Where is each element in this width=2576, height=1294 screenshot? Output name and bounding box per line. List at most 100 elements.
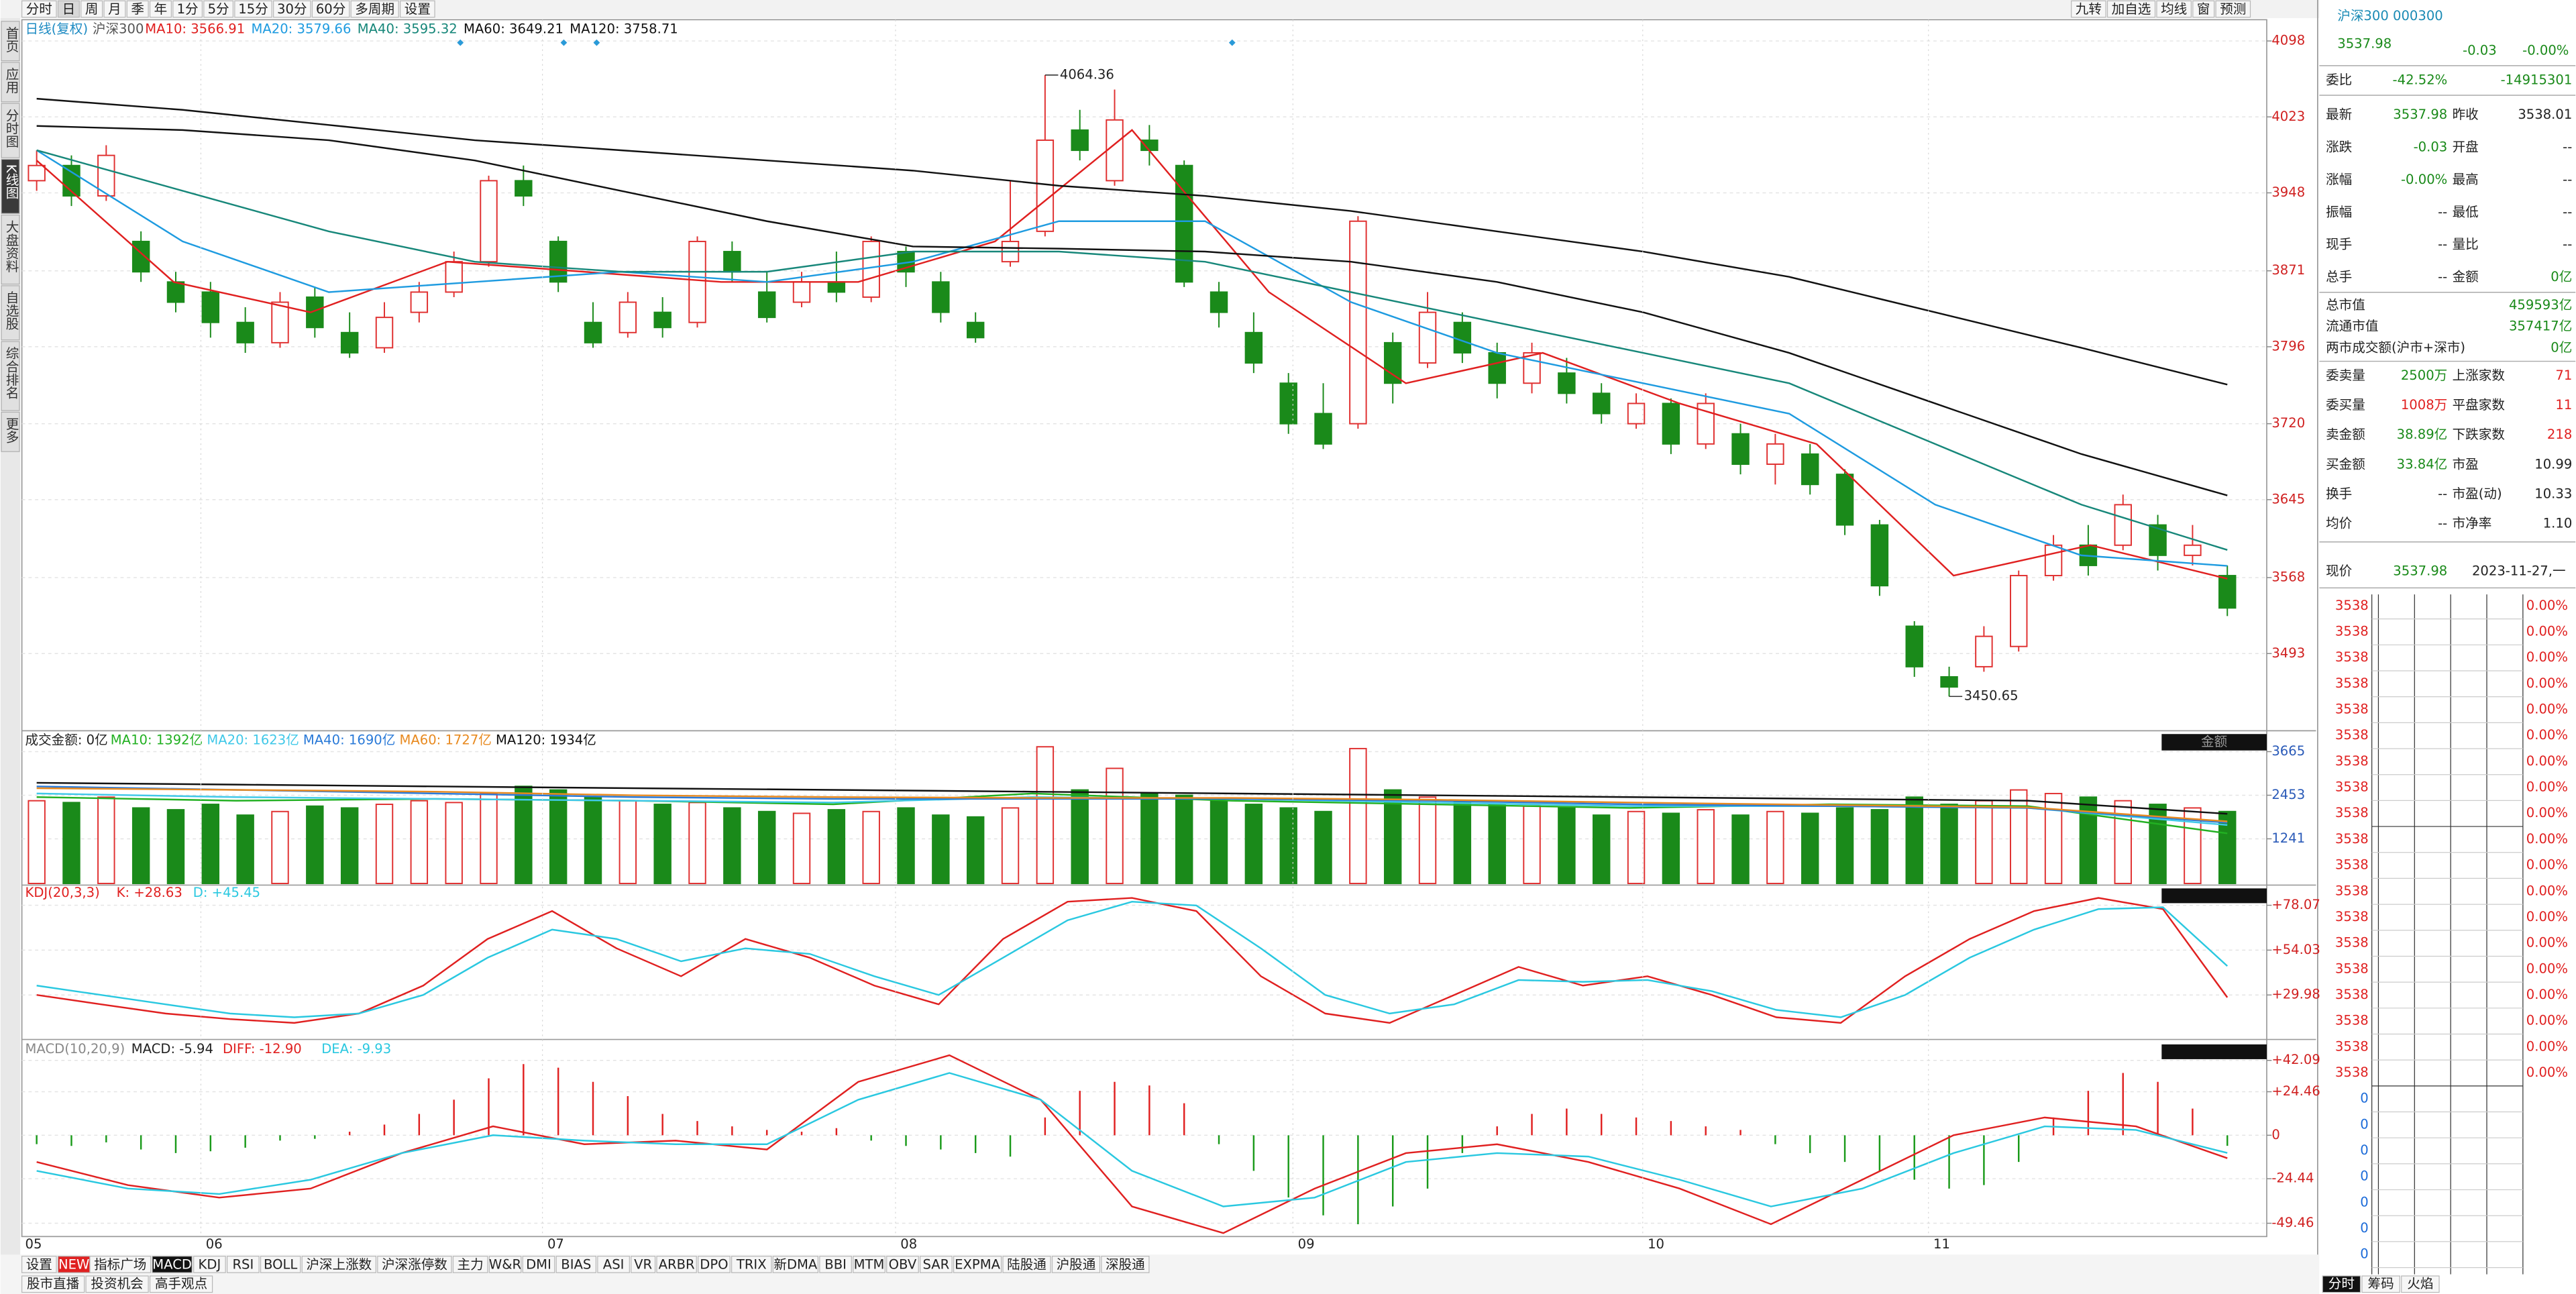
sidebar-tab[interactable] — [1, 341, 20, 411]
sidebar-tab[interactable] — [1, 62, 20, 103]
toolbar-button[interactable] — [149, 0, 172, 18]
sidebar-tab-label[interactable]: 分时图 — [3, 109, 19, 148]
toolbar-button-label[interactable]: 年 — [154, 1, 168, 17]
toolbar-button-label[interactable]: 均线 — [2161, 1, 2187, 17]
sidebar-tab-label[interactable]: 更多 — [3, 417, 19, 443]
indicator-tab[interactable] — [656, 1256, 697, 1273]
indicator-tab[interactable] — [488, 1256, 522, 1273]
indicator-tab-label[interactable]: 新DMA — [773, 1257, 818, 1273]
indicator-tab[interactable] — [819, 1256, 852, 1273]
link-tab[interactable] — [21, 1275, 85, 1293]
indicator-tab[interactable] — [631, 1256, 656, 1273]
indicator-tab[interactable] — [377, 1256, 452, 1273]
indicator-tab-label[interactable]: 沪深上涨数 — [306, 1257, 372, 1273]
indicator-tab-label[interactable]: ARBR — [659, 1257, 695, 1273]
toolbar-button-label[interactable]: 周 — [85, 1, 99, 17]
indicator-tab[interactable] — [920, 1256, 953, 1273]
toolbar-button[interactable] — [57, 0, 80, 18]
sidebar-tab[interactable] — [1, 158, 20, 214]
indicator-tab-label[interactable]: KDJ — [199, 1257, 221, 1273]
selector-box[interactable] — [2161, 734, 2267, 751]
link-tab[interactable] — [85, 1275, 149, 1293]
indicator-tab[interactable] — [555, 1256, 597, 1273]
indicator-tab[interactable] — [698, 1256, 731, 1273]
indicator-tab[interactable] — [886, 1256, 919, 1273]
indicator-tab-label[interactable]: 深股通 — [1106, 1257, 1145, 1273]
toolbar-button[interactable] — [2106, 0, 2156, 18]
sidebar-tab[interactable] — [1, 285, 20, 341]
panel-tab-label[interactable]: 筹码 — [2368, 1276, 2394, 1291]
sidebar-tab[interactable] — [1, 215, 20, 285]
selector-label[interactable]: 金额 — [2201, 734, 2228, 749]
indicator-tab-label[interactable]: BIAS — [561, 1257, 591, 1273]
indicator-tab[interactable] — [1051, 1256, 1101, 1273]
toolbar-button[interactable] — [2192, 0, 2215, 18]
indicator-tab-label[interactable]: BBI — [824, 1257, 847, 1273]
toolbar-button[interactable] — [2071, 0, 2106, 18]
panel-tab[interactable] — [2322, 1275, 2361, 1293]
indicator-tab-label[interactable]: DMI — [526, 1257, 551, 1273]
panel-tab-label[interactable]: 火焰 — [2407, 1276, 2433, 1291]
indicator-tab[interactable] — [1002, 1256, 1051, 1273]
toolbar-button[interactable] — [172, 0, 203, 18]
toolbar-button[interactable] — [311, 0, 350, 18]
indicator-tab[interactable] — [57, 1256, 91, 1273]
toolbar-button-label[interactable]: 1分 — [177, 1, 199, 17]
indicator-tab[interactable] — [1101, 1256, 1150, 1273]
indicator-tab-label[interactable]: TRIX — [736, 1257, 767, 1273]
indicator-tab[interactable] — [731, 1256, 772, 1273]
toolbar-button[interactable] — [400, 0, 435, 18]
toolbar-button-label[interactable]: 日 — [62, 1, 76, 17]
toolbar-button-label[interactable]: 30分 — [277, 1, 307, 17]
indicator-tab-label[interactable]: ASI — [603, 1257, 625, 1273]
sidebar-tab-label[interactable]: 应用 — [3, 67, 19, 93]
indicator-tab-label[interactable]: SAR — [923, 1257, 950, 1273]
link-tab-label[interactable]: 高手观点 — [155, 1276, 207, 1291]
link-tab-label[interactable]: 投资机会 — [91, 1276, 143, 1291]
toolbar-button[interactable] — [21, 0, 57, 18]
indicator-tab-label[interactable]: W&R — [489, 1257, 522, 1273]
indicator-tab[interactable] — [152, 1256, 193, 1273]
indicator-tab[interactable] — [89, 1256, 152, 1273]
sidebar-tab-label[interactable]: 综合排名 — [3, 347, 19, 399]
indicator-tab[interactable] — [193, 1256, 226, 1273]
indicator-tab-label[interactable]: 设置 — [26, 1257, 52, 1273]
indicator-tab[interactable] — [21, 1256, 57, 1273]
link-tab-label[interactable]: 股市直播 — [27, 1276, 80, 1291]
indicator-tab-label[interactable]: 沪股通 — [1057, 1257, 1096, 1273]
toolbar-button[interactable] — [2215, 0, 2251, 18]
indicator-box[interactable] — [2161, 888, 2267, 904]
sidebar-tab-label[interactable]: 首页 — [3, 26, 19, 52]
toolbar-button[interactable] — [203, 0, 234, 18]
indicator-tab-label[interactable]: MTM — [854, 1257, 885, 1273]
toolbar-button[interactable] — [350, 0, 399, 18]
indicator-tab-label[interactable]: VR — [634, 1257, 652, 1273]
indicator-tab-label[interactable]: 沪深涨停数 — [382, 1257, 447, 1273]
indicator-tab[interactable] — [452, 1256, 488, 1273]
indicator-tab-label[interactable]: DPO — [700, 1257, 728, 1273]
indicator-tab[interactable] — [853, 1256, 885, 1273]
panel-tab-label[interactable]: 分时 — [2328, 1276, 2355, 1291]
toolbar-button-label[interactable]: 预测 — [2220, 1, 2246, 17]
panel-tab[interactable] — [2361, 1275, 2400, 1293]
indicator-tab[interactable] — [597, 1256, 630, 1273]
indicator-tab-label[interactable]: 陆股通 — [1007, 1257, 1046, 1273]
sidebar-tab[interactable] — [1, 21, 20, 62]
link-tab[interactable] — [149, 1275, 213, 1293]
sidebar-tab[interactable] — [1, 103, 20, 158]
toolbar-button-label[interactable]: 设置 — [405, 1, 431, 17]
toolbar-button-label[interactable]: 窗 — [2197, 1, 2210, 17]
sidebar-tab[interactable] — [1, 411, 20, 452]
toolbar-button-label[interactable]: 5分 — [208, 1, 229, 17]
toolbar-button-label[interactable]: 季 — [131, 1, 144, 17]
indicator-tab[interactable] — [522, 1256, 555, 1273]
toolbar-button-label[interactable]: 60分 — [316, 1, 346, 17]
sidebar-tab-label[interactable]: 自选股 — [3, 290, 19, 330]
panel-tab[interactable] — [2401, 1275, 2440, 1293]
indicator-tab[interactable] — [260, 1256, 301, 1273]
toolbar-button-label[interactable]: 多周期 — [355, 1, 394, 17]
toolbar-button-label[interactable]: 15分 — [238, 1, 268, 17]
indicator-tab-label[interactable]: 指标广场 — [94, 1257, 146, 1273]
toolbar-button-label[interactable]: 月 — [108, 1, 121, 17]
toolbar-button[interactable] — [126, 0, 149, 18]
